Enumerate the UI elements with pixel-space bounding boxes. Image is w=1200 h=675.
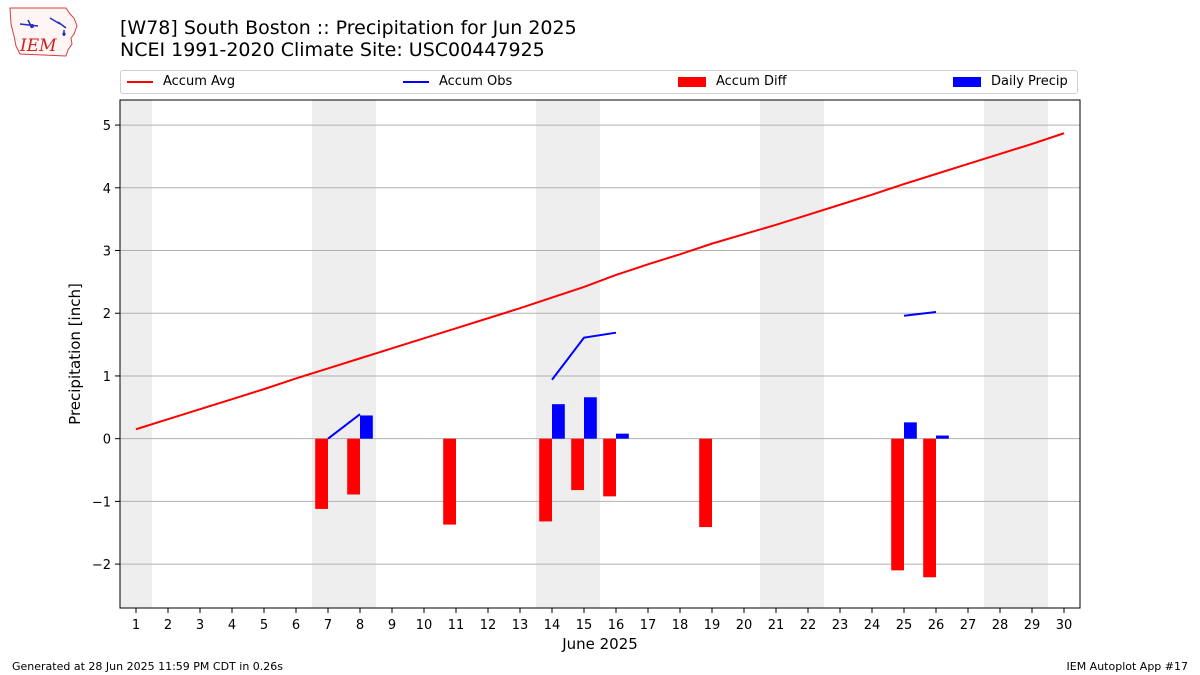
accum-diff-bar-day-25 — [891, 438, 904, 571]
accum-diff-bar-day-16 — [603, 438, 616, 497]
x-axis-label: June 2025 — [561, 635, 638, 653]
x-tick-label-6: 6 — [292, 618, 300, 633]
accum-diff-bar-day-8 — [347, 438, 360, 495]
y-tick-label-5: 5 — [103, 119, 111, 134]
x-tick-label-21: 21 — [768, 618, 785, 633]
x-tick-label-15: 15 — [576, 618, 593, 633]
x-tick-label-29: 29 — [1024, 618, 1041, 633]
y-tick-label-2: 2 — [103, 307, 111, 322]
x-tick-label-18: 18 — [672, 618, 689, 633]
y-tick-label-0: 0 — [103, 433, 111, 448]
x-tick-label-5: 5 — [260, 618, 268, 633]
accum-avg-line — [135, 132, 1065, 431]
daily-precip-bar-day-26 — [936, 435, 949, 439]
legend-label-accum-diff: Accum Diff — [716, 74, 787, 89]
x-tick-label-16: 16 — [608, 618, 625, 633]
accum-diff-bar-day-14 — [539, 438, 552, 522]
x-tick-label-28: 28 — [992, 618, 1009, 633]
chart-title: [W78] South Boston :: Precipitation for … — [120, 17, 577, 61]
footer-generated: Generated at 28 Jun 2025 11:59 PM CDT in… — [12, 660, 284, 673]
daily-precip-bar-day-8 — [360, 415, 373, 439]
y-tick-label-1: 1 — [103, 370, 111, 385]
x-tick-label-3: 3 — [196, 618, 204, 633]
legend-label-accum-avg: Accum Avg — [163, 74, 236, 89]
y-tick-label--2: −2 — [92, 558, 111, 573]
x-tick-label-25: 25 — [896, 618, 913, 633]
x-tick-label-24: 24 — [864, 618, 881, 633]
accum-diff-bar-day-26 — [923, 438, 936, 578]
x-tick-label-14: 14 — [544, 618, 561, 633]
logo-text: IEM — [19, 36, 57, 56]
y-tick-label-4: 4 — [103, 182, 111, 197]
x-tick-label-22: 22 — [800, 618, 817, 633]
daily-precip-bar-day-16 — [616, 433, 629, 439]
y-axis-label: Precipitation [inch] — [66, 283, 84, 425]
legend-label-accum-obs: Accum Obs — [439, 74, 513, 89]
accum-obs-line-segment-1 — [327, 413, 361, 440]
y-tick-label--1: −1 — [92, 495, 111, 510]
daily-precip-bar-day-25 — [904, 422, 917, 439]
chart-title-line1: [W78] South Boston :: Precipitation for … — [120, 17, 577, 39]
footer-app-id: IEM Autoplot App #17 — [1066, 660, 1189, 673]
legend-rect-daily-precip — [953, 77, 981, 87]
x-tick-label-19: 19 — [704, 618, 721, 633]
x-tick-label-12: 12 — [480, 618, 497, 633]
daily-precip-bar-day-14 — [552, 404, 565, 439]
accum-obs-line-segment-2 — [551, 331, 617, 381]
legend-swatch-accum-avg — [127, 81, 153, 83]
legend-swatch-daily-precip — [953, 77, 981, 87]
legend-rect-accum-diff — [678, 77, 706, 87]
x-tick-label-30: 30 — [1056, 618, 1073, 633]
chart-title-line2: NCEI 1991-2020 Climate Site: USC00447925 — [120, 39, 545, 61]
x-tick-label-11: 11 — [448, 618, 465, 633]
y-tick-label-3: 3 — [103, 245, 111, 260]
plot-frame — [119, 99, 1081, 609]
legend-swatch-accum-obs — [403, 81, 429, 83]
accum-diff-bar-day-7 — [315, 438, 328, 509]
accum-diff-bar-day-11 — [443, 438, 456, 525]
weekend-shade-3 — [536, 100, 600, 608]
x-tick-label-20: 20 — [736, 618, 753, 633]
x-tick-label-1: 1 — [132, 618, 140, 633]
x-tick-label-17: 17 — [640, 618, 657, 633]
x-tick-label-23: 23 — [832, 618, 849, 633]
daily-precip-bar-day-15 — [584, 397, 597, 439]
weekend-shade-4 — [760, 100, 824, 608]
x-tick-label-2: 2 — [164, 618, 172, 633]
weekend-shade-2 — [312, 100, 376, 608]
iem-logo: IEM — [8, 6, 80, 58]
x-tick-label-9: 9 — [388, 618, 396, 633]
weekend-shade-1 — [120, 100, 152, 608]
legend-label-daily-precip: Daily Precip — [991, 74, 1068, 89]
x-tick-label-13: 13 — [512, 618, 529, 633]
legend-swatch-accum-diff — [678, 77, 706, 87]
x-tick-label-7: 7 — [324, 618, 332, 633]
accum-obs-line-segment-3 — [903, 310, 937, 317]
x-tick-label-26: 26 — [928, 618, 945, 633]
x-tick-label-10: 10 — [416, 618, 433, 633]
iowa-map-icon: IEM — [9, 7, 78, 57]
accum-diff-bar-day-15 — [571, 438, 584, 491]
x-tick-label-4: 4 — [228, 618, 236, 633]
x-tick-label-27: 27 — [960, 618, 977, 633]
weekend-shade-5 — [984, 100, 1048, 608]
legend: Accum Avg Accum Obs Accum Diff Daily Pre… — [120, 70, 1078, 94]
accum-diff-bar-day-19 — [699, 438, 712, 528]
x-tick-label-8: 8 — [356, 618, 364, 633]
